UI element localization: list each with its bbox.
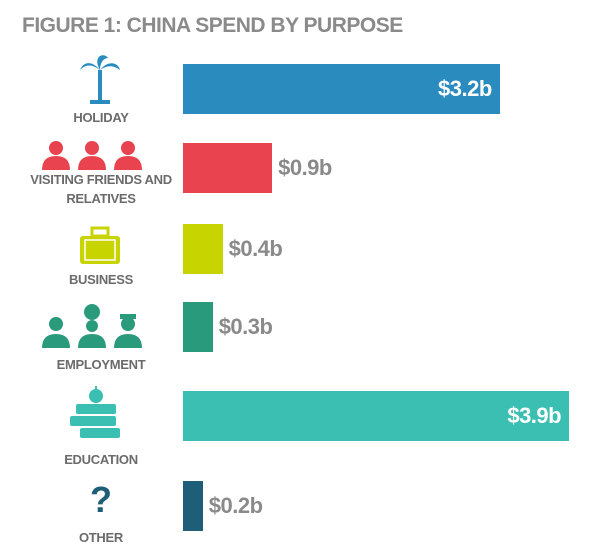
chart-title: FIGURE 1: CHINA SPEND BY PURPOSE	[22, 14, 403, 37]
bar	[183, 481, 203, 531]
value-label: $3.9b	[507, 403, 562, 428]
value-label: $0.2b	[208, 493, 263, 518]
value-label: $3.2b	[438, 76, 492, 101]
bar	[183, 64, 500, 114]
value-label: $0.4b	[228, 236, 283, 261]
category-label: BUSINESS	[68, 272, 134, 287]
category-label: HOLIDAY	[73, 110, 129, 125]
value-label: $0.9b	[278, 155, 332, 180]
category-label: VISITING FRIENDS AND RELATIVES	[30, 172, 172, 206]
people-icon	[42, 141, 142, 170]
bar	[183, 302, 213, 352]
category-label: EDUCATION	[64, 452, 138, 467]
question-icon: ?	[90, 480, 112, 520]
value-label: $0.3b	[218, 314, 273, 339]
books-icon	[70, 386, 120, 438]
briefcase-icon	[80, 226, 120, 264]
workers-icon	[42, 304, 142, 348]
bar	[183, 391, 570, 441]
bar	[183, 143, 273, 193]
category-label: OTHER	[78, 530, 123, 545]
svg-text:?: ?	[90, 480, 112, 520]
palm-icon	[80, 55, 120, 104]
category-label: EMPLOYMENT	[56, 357, 146, 372]
bar	[183, 224, 223, 274]
